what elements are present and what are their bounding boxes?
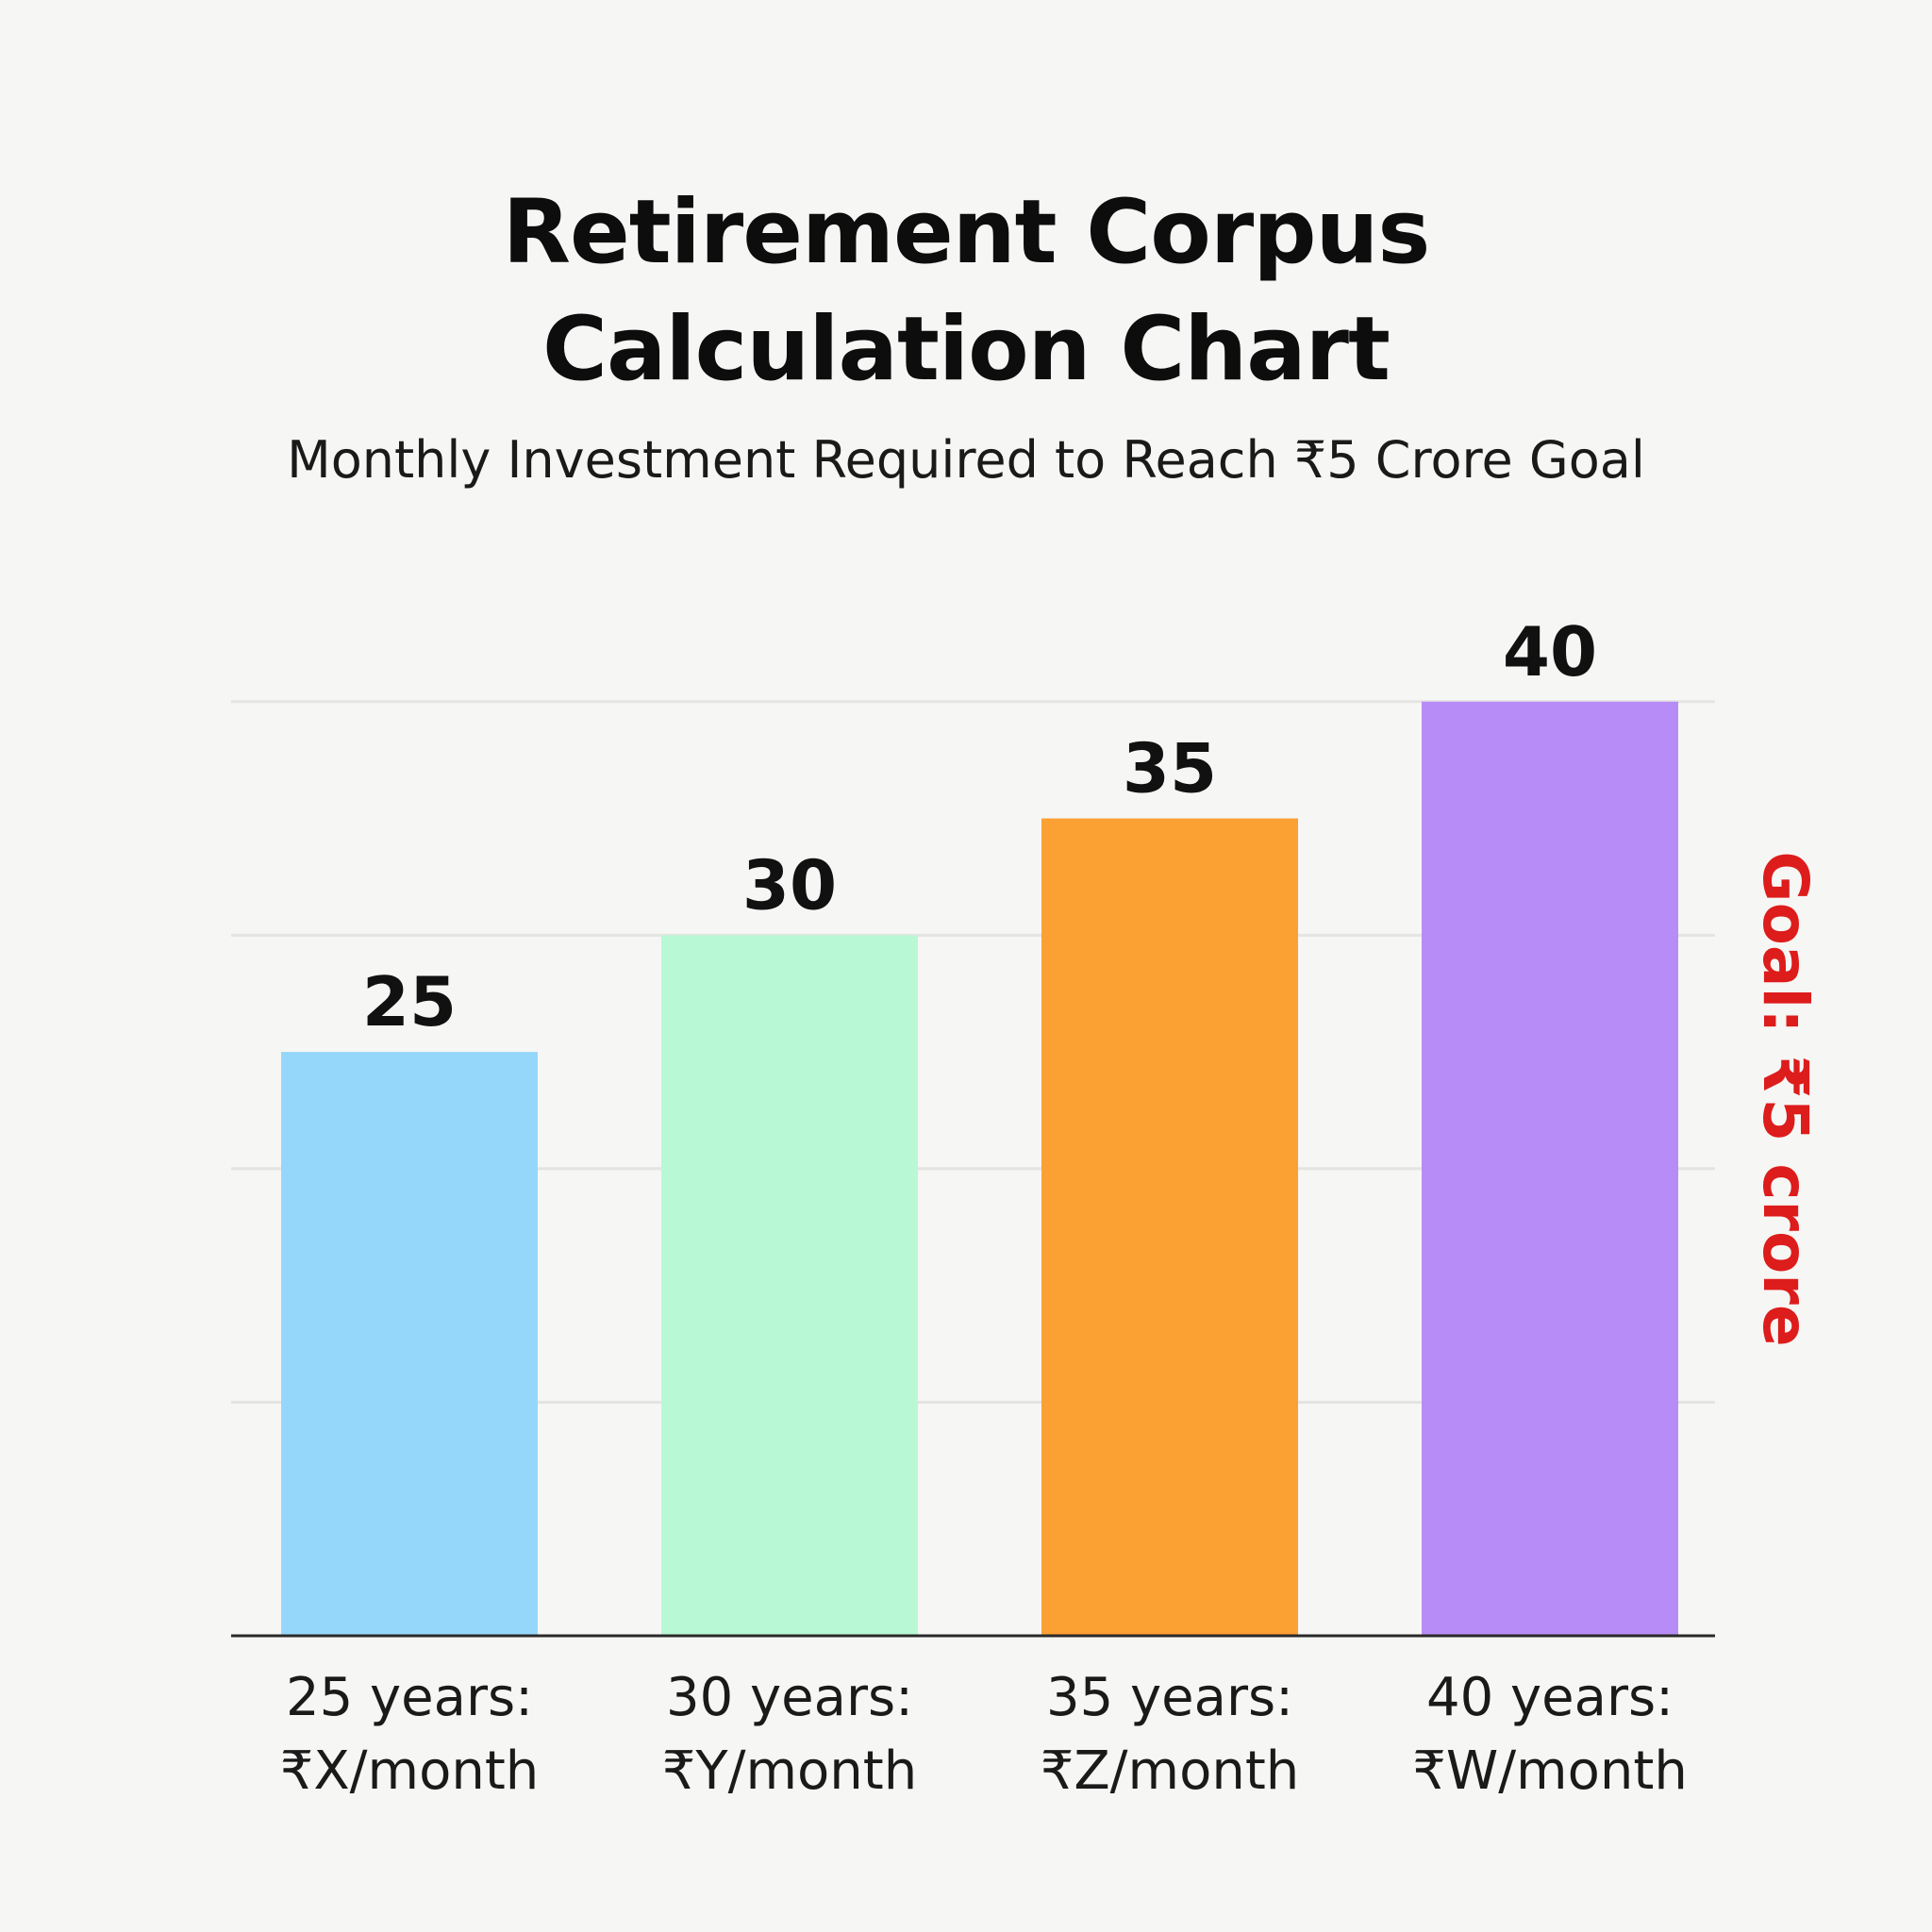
x-tick-label-2-line-1: 30 years: xyxy=(666,1667,913,1728)
x-tick-label-1-line-1: 25 years: xyxy=(286,1667,533,1728)
bar-value-label-4: 40 xyxy=(1503,612,1597,691)
chart-title-line-2: Calculation Chart xyxy=(542,298,1391,401)
chart-title-line-1: Retirement Corpus xyxy=(502,181,1431,284)
chart-subtitle: Monthly Investment Required to Reach ₹5 … xyxy=(287,430,1645,490)
x-tick-labels: 25 years: ₹X/month 30 years: ₹Y/month 35 yea… xyxy=(280,1667,1688,1802)
bar-4 xyxy=(1422,701,1678,1636)
x-tick-label-2-line-2: ₹Y/month xyxy=(662,1740,917,1802)
bar-1 xyxy=(281,1052,538,1636)
data-labels: 25 30 35 40 xyxy=(362,612,1597,1041)
title-block: Retirement Corpus Calculation Chart Mont… xyxy=(0,175,1932,491)
x-tick-label-3-line-2: ₹Z/month xyxy=(1041,1740,1300,1802)
x-tick-label-1-line-2: ₹X/month xyxy=(280,1740,540,1802)
bar-value-label-1: 25 xyxy=(362,962,457,1041)
goal-label: Goal: ₹5 crore xyxy=(1749,851,1822,1346)
x-tick-label-4-line-2: ₹W/month xyxy=(1412,1740,1688,1802)
chart-title: Retirement Corpus Calculation Chart xyxy=(0,175,1932,408)
bar-value-label-2: 30 xyxy=(742,845,837,924)
x-tick-label-4-line-1: 40 years: xyxy=(1426,1667,1674,1728)
bar-3 xyxy=(1041,818,1298,1636)
bars xyxy=(281,701,1678,1636)
x-tick-label-3-line-1: 35 years: xyxy=(1046,1667,1293,1728)
bar-value-label-3: 35 xyxy=(1123,729,1217,808)
bar-2 xyxy=(661,935,918,1636)
